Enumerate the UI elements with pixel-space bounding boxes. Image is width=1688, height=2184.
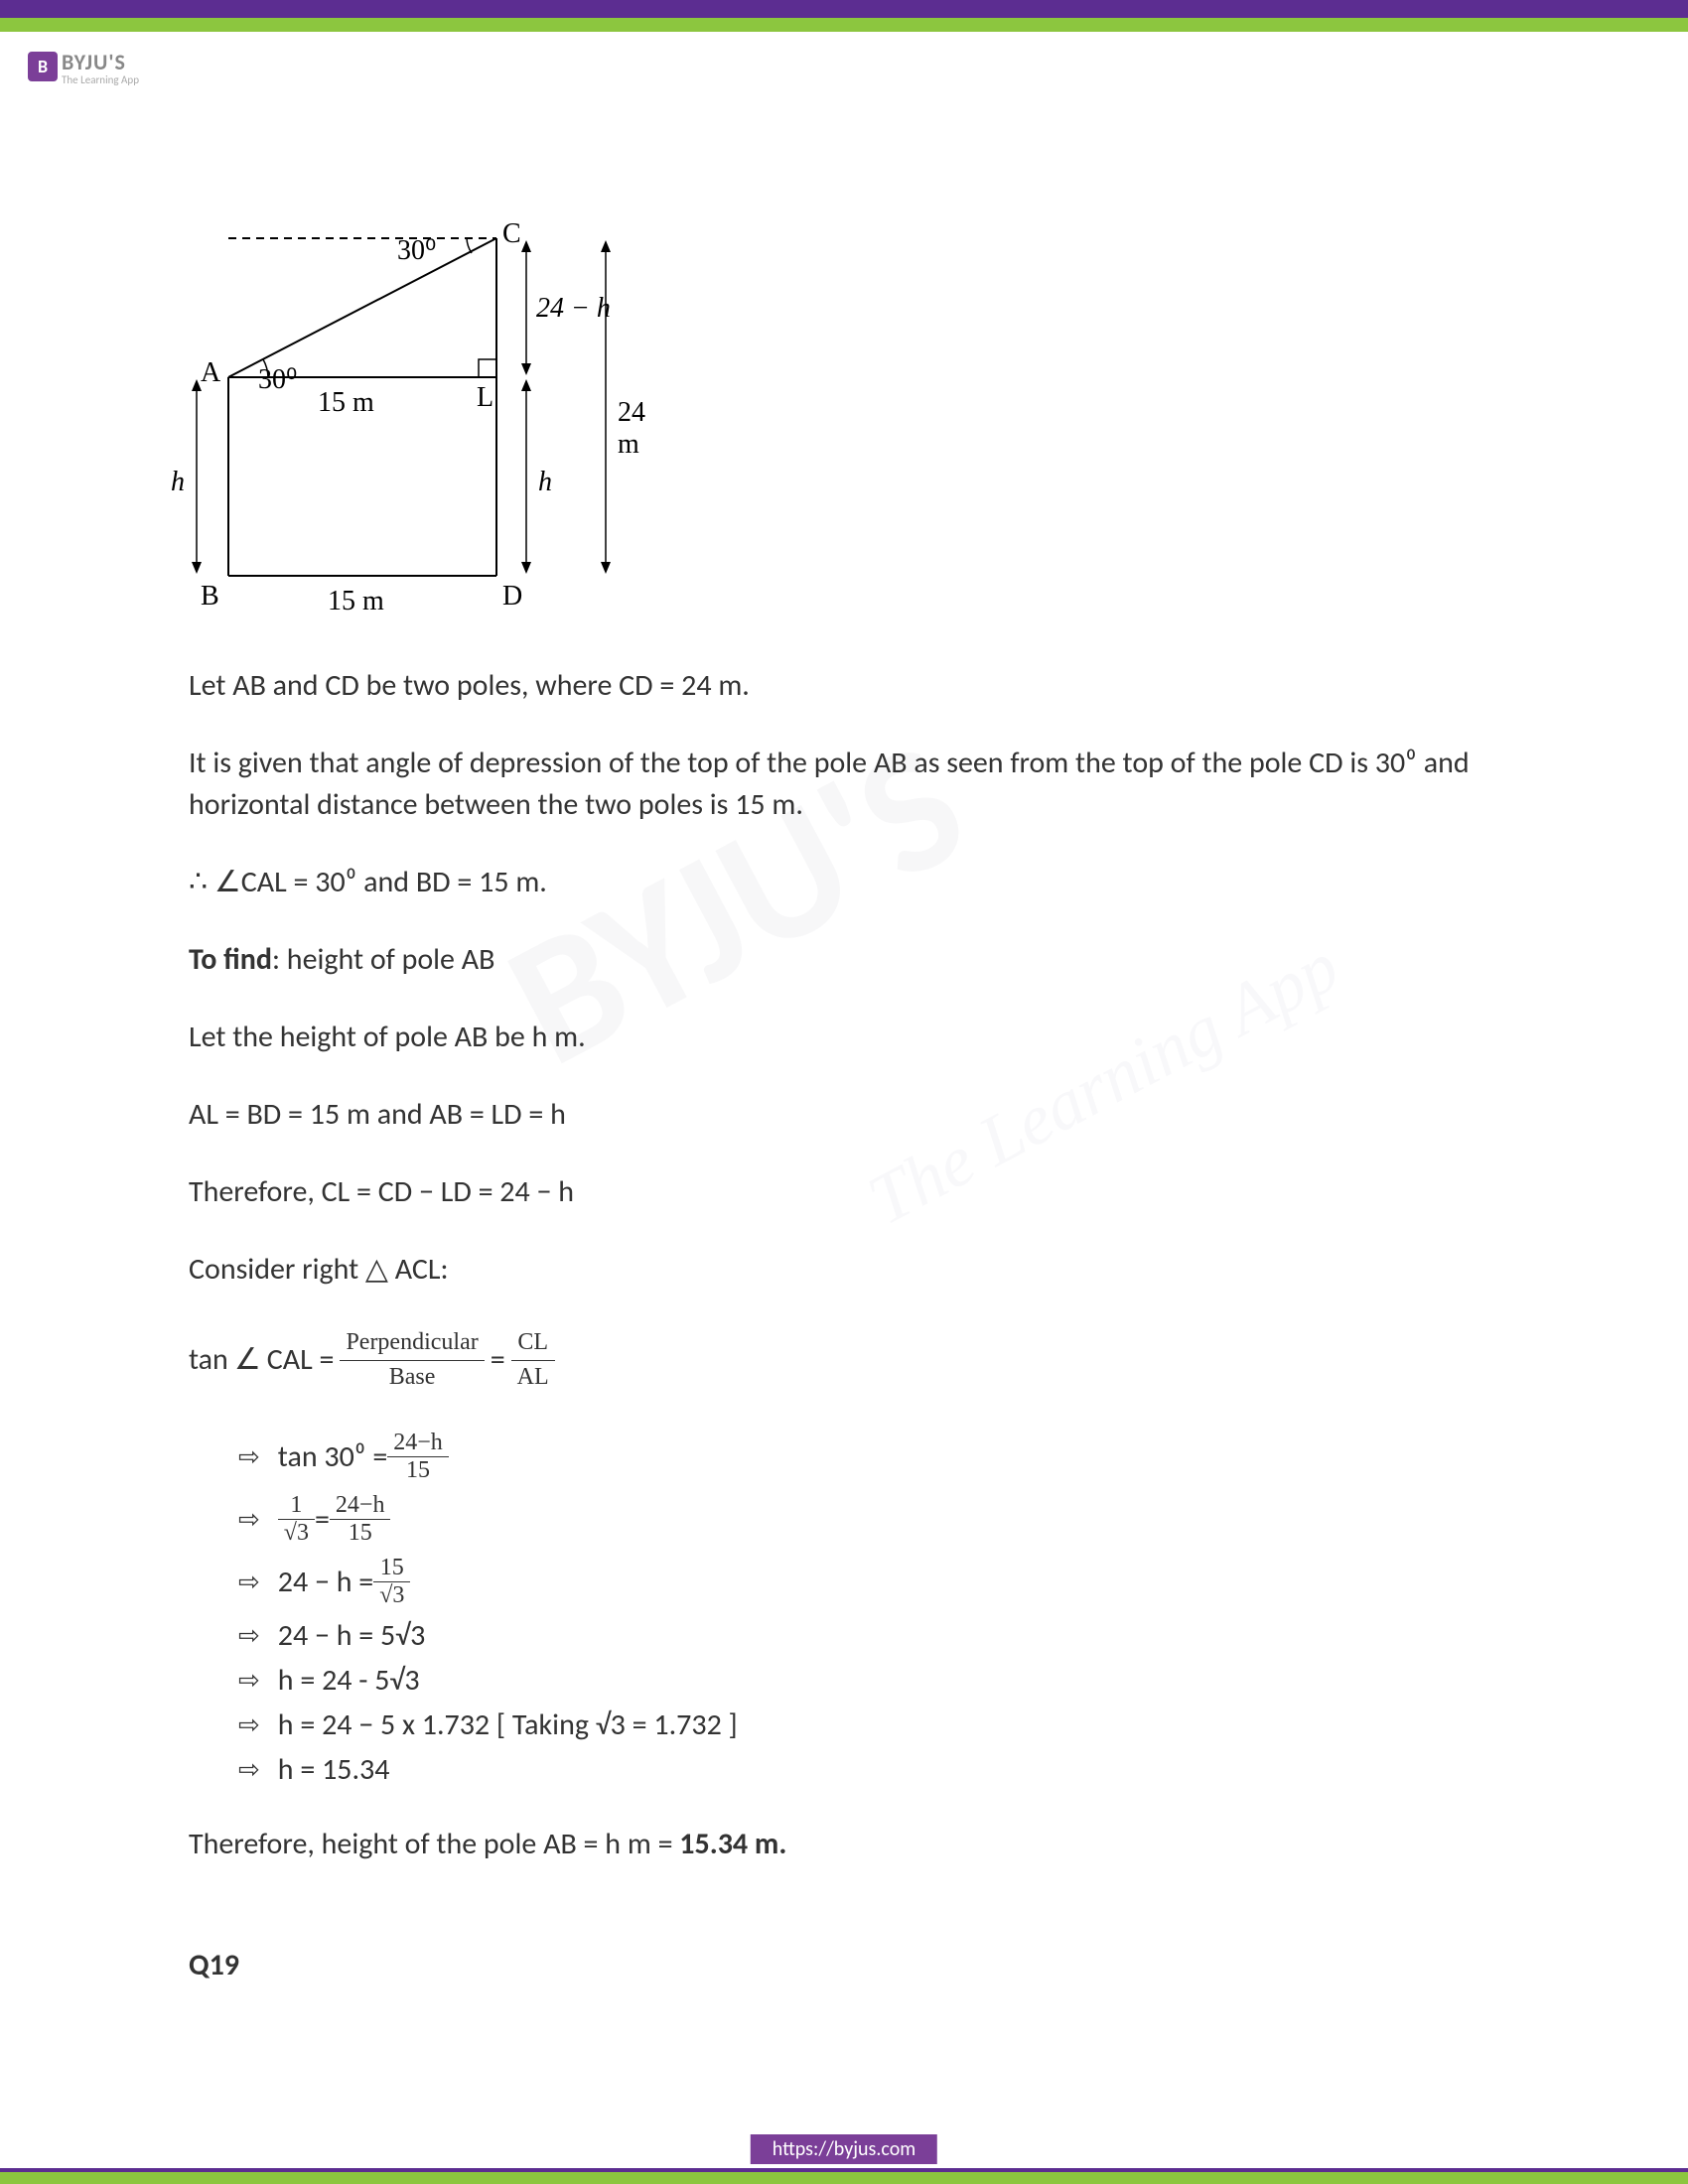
step-arrow-icon: ⇨ bbox=[238, 1754, 260, 1785]
step1-num: 24−h bbox=[387, 1430, 449, 1457]
p4-bold: To find bbox=[189, 941, 272, 978]
diagram-label-24m: 24 m bbox=[618, 397, 645, 461]
p9-angle: ∠ bbox=[234, 1339, 261, 1381]
step2-den2: 15 bbox=[330, 1520, 391, 1547]
p3-therefore: ∴ bbox=[189, 864, 214, 900]
footer-bar-green bbox=[0, 2172, 1688, 2184]
step3-den: √3 bbox=[373, 1582, 410, 1609]
diagram-label-h-right: h bbox=[538, 467, 552, 498]
paragraph-5: Let the height of pole AB be h m. bbox=[189, 1017, 1519, 1058]
step7-text: h = 15.34 bbox=[278, 1751, 390, 1788]
diagram-label-B: B bbox=[201, 581, 219, 613]
paragraph-6: AL = BD = 15 m and AB = LD = h bbox=[189, 1094, 1519, 1136]
conclusion-bold: 15.34 m. bbox=[679, 1826, 786, 1862]
paragraph-1: Let AB and CD be two poles, where CD = 2… bbox=[189, 665, 1519, 707]
content-area: C 30⁰ A 30⁰ 15 m L h h 24 − h 24 m B 15 … bbox=[189, 208, 1519, 2022]
diagram-label-D: D bbox=[502, 581, 522, 613]
diagram-label-24h: 24 − h bbox=[536, 293, 611, 325]
p8-post: ACL: bbox=[388, 1251, 449, 1288]
paragraph-4: To find: height of pole AB bbox=[189, 939, 1519, 981]
step2-mid: = bbox=[315, 1501, 330, 1538]
paragraph-9: tan ∠ CAL = Perpendicular Base = CL AL bbox=[189, 1326, 1519, 1394]
header-bar-green bbox=[0, 18, 1688, 32]
diagram-label-C: C bbox=[502, 218, 521, 250]
frac1-num: Perpendicular bbox=[340, 1326, 484, 1361]
step6-text: h = 24 − 5 x 1.732 [ Taking √3 = 1.732 ] bbox=[278, 1706, 738, 1743]
logo-sub-text: The Learning App bbox=[62, 73, 139, 86]
p8-triangle: △ bbox=[365, 1251, 388, 1288]
step2-frac2: 24−h 15 bbox=[330, 1492, 391, 1547]
step3-pre: 24 − h = bbox=[278, 1564, 373, 1600]
paragraph-3: ∴ ∠CAL = 30⁰ and BD = 15 m. bbox=[189, 862, 1519, 903]
step-3: ⇨ 24 − h = 15 √3 bbox=[238, 1555, 1519, 1609]
frac2-num: CL bbox=[511, 1326, 555, 1361]
step-arrow-icon: ⇨ bbox=[238, 1620, 260, 1651]
p9-eq: CAL = bbox=[267, 1339, 335, 1381]
frac-cl-al: CL AL bbox=[511, 1326, 555, 1394]
logo: B BYJU'S The Learning App bbox=[28, 52, 139, 86]
diagram-label-bd: 15 m bbox=[328, 586, 384, 617]
step2-num1: 1 bbox=[278, 1492, 315, 1520]
frac2-den: AL bbox=[511, 1361, 555, 1395]
p4-rest: : height of pole AB bbox=[272, 941, 494, 978]
footer-url[interactable]: https://byjus.com bbox=[751, 2134, 937, 2164]
paragraph-8: Consider right △ ACL: bbox=[189, 1249, 1519, 1291]
logo-main-text: BYJU'S bbox=[62, 52, 139, 73]
step-arrow-icon: ⇨ bbox=[238, 1504, 260, 1535]
step-4: ⇨ 24 − h = 5√3 bbox=[238, 1617, 1519, 1654]
step1-den: 15 bbox=[387, 1457, 449, 1484]
frac-perp-base: Perpendicular Base bbox=[340, 1326, 484, 1394]
step-arrow-icon: ⇨ bbox=[238, 1709, 260, 1740]
step3-frac: 15 √3 bbox=[373, 1555, 410, 1609]
step5-text: h = 24 - 5√3 bbox=[278, 1662, 420, 1699]
diagram-label-A: A bbox=[201, 357, 220, 389]
step2-num2: 24−h bbox=[330, 1492, 391, 1520]
diagram-label-h-left: h bbox=[171, 467, 185, 498]
diagram-label-angle-top: 30⁰ bbox=[397, 233, 436, 267]
diagram-label-L: L bbox=[477, 382, 493, 414]
diagram-label-al: 15 m bbox=[318, 387, 374, 419]
conclusion: Therefore, height of the pole AB = h m =… bbox=[189, 1824, 1519, 1865]
question-label: Q19 bbox=[189, 1945, 1519, 1986]
step2-frac1: 1 √3 bbox=[278, 1492, 315, 1547]
step3-num: 15 bbox=[373, 1555, 410, 1582]
p8-pre: Consider right bbox=[189, 1251, 365, 1288]
p3-angle-symbol: ∠ bbox=[214, 864, 241, 900]
step4-text: 24 − h = 5√3 bbox=[278, 1617, 426, 1654]
step-arrow-icon: ⇨ bbox=[238, 1665, 260, 1696]
paragraph-7: Therefore, CL = CD − LD = 24 − h bbox=[189, 1171, 1519, 1213]
step1-frac: 24−h 15 bbox=[387, 1430, 449, 1484]
logo-icon: B bbox=[28, 52, 58, 81]
step2-den1: √3 bbox=[278, 1520, 315, 1547]
step-1: ⇨ tan 30⁰ = 24−h 15 bbox=[238, 1430, 1519, 1484]
step-arrow-icon: ⇨ bbox=[238, 1441, 260, 1472]
step-6: ⇨ h = 24 − 5 x 1.732 [ Taking √3 = 1.732… bbox=[238, 1706, 1519, 1743]
step-5: ⇨ h = 24 - 5√3 bbox=[238, 1662, 1519, 1699]
p9-pre: tan bbox=[189, 1339, 228, 1381]
p9-eq2: = bbox=[491, 1339, 505, 1381]
diagram-label-angle-a: 30⁰ bbox=[258, 362, 297, 396]
derivation-steps: ⇨ tan 30⁰ = 24−h 15 ⇨ 1 √3 = 24−h 15 ⇨ 2… bbox=[238, 1430, 1519, 1788]
step-7: ⇨ h = 15.34 bbox=[238, 1751, 1519, 1788]
diagram-svg bbox=[189, 208, 635, 625]
step1-pre: tan 30⁰ = bbox=[278, 1438, 387, 1475]
step-arrow-icon: ⇨ bbox=[238, 1567, 260, 1597]
paragraph-2: It is given that angle of depression of … bbox=[189, 743, 1519, 826]
header-bar-purple bbox=[0, 0, 1688, 18]
step-2: ⇨ 1 √3 = 24−h 15 bbox=[238, 1492, 1519, 1547]
p3-rest: CAL = 30⁰ and BD = 15 m. bbox=[241, 864, 547, 900]
frac1-den: Base bbox=[340, 1361, 484, 1395]
conclusion-pre: Therefore, height of the pole AB = h m = bbox=[189, 1826, 679, 1862]
geometry-diagram: C 30⁰ A 30⁰ 15 m L h h 24 − h 24 m B 15 … bbox=[189, 208, 635, 625]
